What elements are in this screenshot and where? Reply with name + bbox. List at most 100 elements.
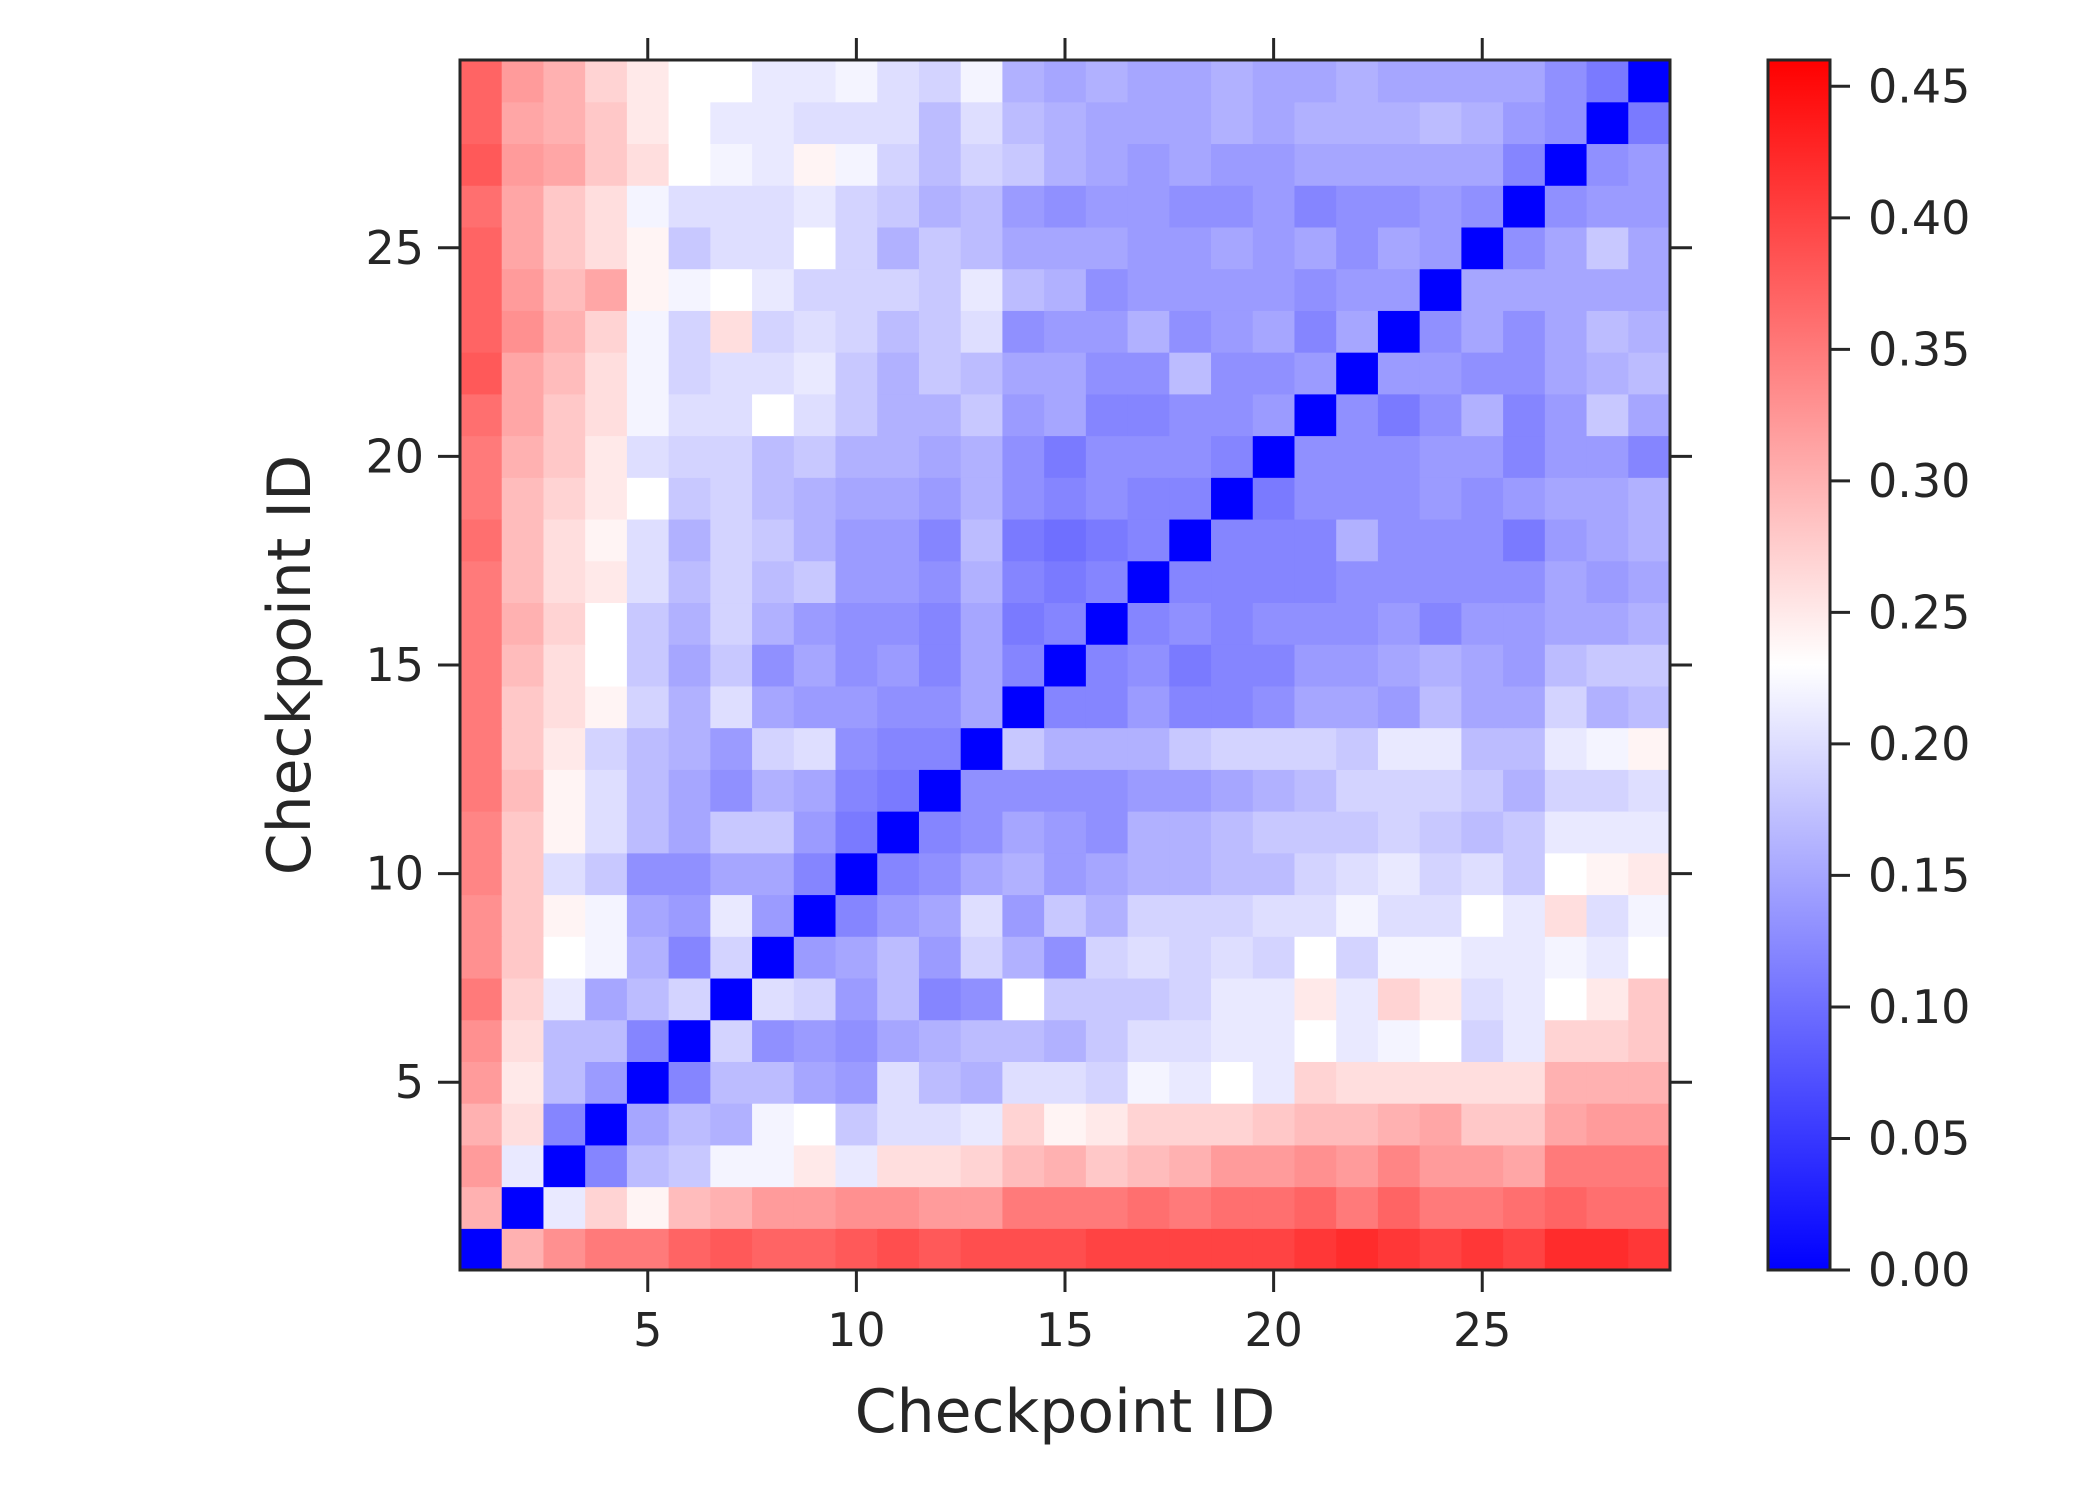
heatmap-cell (1377, 560, 1421, 604)
heatmap-cell (793, 185, 837, 228)
heatmap-cell (501, 685, 545, 729)
heatmap-cell (501, 1186, 545, 1229)
colorbar-tick-label: 0.40 (1868, 191, 1970, 245)
heatmap-cell (1377, 226, 1421, 270)
heatmap-cell (668, 560, 711, 604)
heatmap-cell (835, 352, 878, 395)
heatmap-cell (835, 977, 878, 1021)
heatmap-cell (543, 977, 586, 1021)
heatmap-cell (501, 1019, 545, 1062)
heatmap-cell (501, 143, 545, 186)
heatmap-cell (1294, 644, 1337, 687)
heatmap-cell (1169, 60, 1212, 103)
heatmap-cell (1586, 894, 1629, 937)
heatmap-cell (1211, 602, 1254, 645)
heatmap-cell (1169, 435, 1212, 478)
heatmap-cell (668, 1019, 711, 1062)
heatmap-cell (1503, 1103, 1546, 1146)
heatmap-cell (1461, 185, 1504, 228)
heatmap-cell (1544, 977, 1588, 1021)
heatmap-cell (1544, 852, 1588, 896)
heatmap-cell (1503, 727, 1546, 770)
heatmap-cell (918, 769, 962, 812)
heatmap-cell (460, 60, 503, 103)
heatmap-cell (1169, 894, 1212, 937)
heatmap-cell (1461, 644, 1504, 687)
heatmap-cell (960, 477, 1004, 520)
heatmap-cell (1252, 685, 1296, 729)
heatmap-cell (877, 143, 920, 186)
heatmap-cell (626, 393, 670, 437)
heatmap-cell (835, 560, 878, 604)
heatmap-cell (1085, 1186, 1129, 1229)
heatmap-cell (710, 393, 753, 437)
heatmap-cell (1211, 477, 1254, 520)
heatmap-cell (710, 1228, 753, 1271)
heatmap-cell (1294, 477, 1337, 520)
heatmap-cell (543, 811, 586, 854)
colorbar-tick-label: 0.20 (1868, 717, 1970, 771)
heatmap-cell (752, 1186, 795, 1229)
heatmap-cell (668, 811, 711, 854)
x-tick-label: 15 (1036, 1303, 1095, 1357)
heatmap-cell (460, 435, 503, 478)
heatmap-cell (460, 1228, 503, 1271)
heatmap-cell (1044, 1061, 1087, 1104)
heatmap-cell (1503, 894, 1546, 937)
heatmap-cell (1044, 518, 1087, 562)
heatmap-cell (585, 185, 628, 228)
heatmap-cell (1002, 852, 1045, 896)
heatmap-cell (752, 226, 795, 270)
heatmap-cell (626, 894, 670, 937)
heatmap-cell (1377, 644, 1421, 687)
heatmap-cell (1169, 977, 1212, 1021)
heatmap-cell (1085, 769, 1129, 812)
heatmap-cell (1544, 310, 1588, 353)
heatmap-cell (1377, 352, 1421, 395)
heatmap-cell (501, 644, 545, 687)
heatmap-cell (668, 185, 711, 228)
heatmap-cell (835, 1144, 878, 1188)
heatmap-cell (1085, 644, 1129, 687)
heatmap-cell (501, 936, 545, 979)
heatmap-cell (918, 1186, 962, 1229)
heatmap-cell (1002, 602, 1045, 645)
heatmap-cell (877, 268, 920, 311)
heatmap-cell (1294, 101, 1337, 145)
heatmap-cell (501, 1228, 545, 1271)
heatmap-cell (1628, 60, 1671, 103)
heatmap-cell (543, 769, 586, 812)
heatmap-cell (960, 518, 1004, 562)
heatmap-cell (626, 560, 670, 604)
heatmap-cell (1044, 310, 1087, 353)
heatmap-cell (877, 60, 920, 103)
heatmap-cell (1336, 602, 1379, 645)
heatmap-cell (460, 1144, 503, 1188)
heatmap-cell (1586, 393, 1629, 437)
heatmap-cell (1461, 1186, 1504, 1229)
heatmap-cell (1628, 1019, 1671, 1062)
heatmap-cell (1211, 143, 1254, 186)
heatmap-cell (1002, 310, 1045, 353)
heatmap-cell (752, 852, 795, 896)
heatmap-cell (710, 936, 753, 979)
heatmap-cell (1211, 226, 1254, 270)
heatmap-cell (1503, 226, 1546, 270)
heatmap-cell (1377, 310, 1421, 353)
heatmap-cell (1586, 226, 1629, 270)
heatmap-cell (1211, 560, 1254, 604)
heatmap-cell (543, 1103, 586, 1146)
heatmap-cell (585, 310, 628, 353)
heatmap-cell (501, 393, 545, 437)
heatmap-cell (1294, 560, 1337, 604)
heatmap-cell (793, 852, 837, 896)
heatmap-cell (626, 1228, 670, 1271)
heatmap-cell (1419, 560, 1462, 604)
heatmap-cell (501, 1103, 545, 1146)
heatmap-cell (1628, 1186, 1671, 1229)
heatmap-cell (1044, 727, 1087, 770)
heatmap-cell (1211, 977, 1254, 1021)
heatmap-cell (752, 268, 795, 311)
heatmap-cell (1127, 143, 1170, 186)
heatmap-cell (1252, 602, 1296, 645)
